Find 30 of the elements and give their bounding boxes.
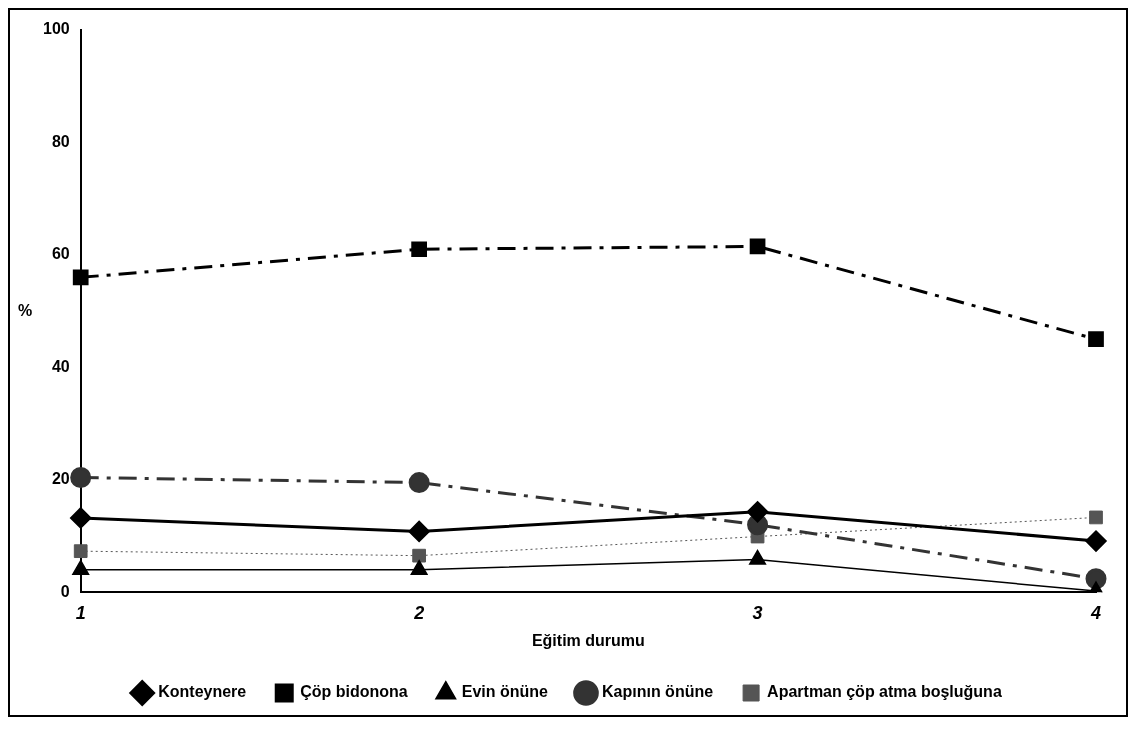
point (70, 507, 92, 529)
legend-label: Çöp bidonona (300, 683, 408, 701)
x-tick-label: 2 (413, 602, 425, 623)
x-tick-label: 4 (1089, 602, 1102, 623)
x-axis-title: Eğitim durumu (531, 631, 645, 649)
y-tick-label: 40 (51, 357, 70, 375)
legend-label: Evin önüne (461, 683, 549, 701)
y-tick-label: 0 (60, 582, 70, 600)
point (408, 472, 430, 494)
y-tick-label: 80 (51, 132, 70, 150)
legend-label: Kapının önüne (601, 683, 714, 701)
point (749, 238, 766, 255)
x-tick-label: 1 (75, 602, 86, 623)
legend-label: Konteynere (158, 683, 247, 701)
point (412, 548, 426, 563)
point (73, 544, 88, 559)
x-tick-label: 3 (752, 602, 763, 623)
y-tick-label: 20 (51, 470, 70, 488)
point (1085, 530, 1107, 552)
point (72, 269, 89, 286)
point (411, 241, 427, 258)
point (408, 520, 430, 542)
point (747, 501, 769, 523)
point (1089, 510, 1103, 525)
y-tick-label: 100 (42, 20, 70, 38)
y-tick-label: 60 (51, 245, 70, 263)
legend-label: Apartman çöp atma boşluğuna (767, 683, 1002, 701)
point (1088, 331, 1104, 348)
point (70, 467, 92, 489)
y-axis-title: % (18, 301, 33, 319)
